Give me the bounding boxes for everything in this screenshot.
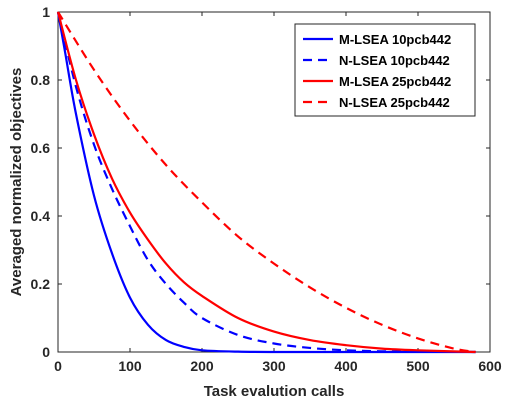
- y-tick-label: 0.4: [31, 208, 51, 224]
- series-layer: [56, 11, 476, 354]
- y-tick-label: 0.6: [31, 140, 51, 156]
- x-tick-label: 200: [190, 358, 214, 374]
- legend-label: M-LSEA 10pcb442: [339, 32, 451, 47]
- legend-label: N-LSEA 10pcb442: [339, 53, 450, 68]
- legend-label: M-LSEA 25pcb442: [339, 74, 451, 89]
- y-tick-label: 0.2: [31, 276, 51, 292]
- series-line-n-lsea-10pcb442: [56, 11, 476, 354]
- y-tick-label: 0: [42, 344, 50, 360]
- legend: M-LSEA 10pcb442 N-LSEA 10pcb442 M-LSEA 25p…: [294, 23, 476, 117]
- axis-ticks: 0 100 200 300 400 500 600 0 0.2 0.4 0.6 0.8 1: [31, 4, 502, 374]
- series-line-n-lsea-25pcb442: [57, 11, 476, 354]
- series-line-m-lsea-10pcb442: [56, 11, 476, 354]
- y-tick-label: 0.8: [31, 72, 51, 88]
- legend-label: N-LSEA 25pcb442: [339, 95, 450, 110]
- y-axis-label: Averaged normalized objectives: [8, 68, 25, 297]
- x-tick-label: 400: [334, 358, 358, 374]
- x-axis-label: Task evalution calls: [204, 383, 345, 400]
- x-tick-label: 300: [262, 358, 286, 374]
- series-line-m-lsea-25pcb442: [56, 11, 476, 354]
- x-tick-label: 0: [54, 358, 62, 374]
- y-tick-label: 1: [42, 4, 50, 20]
- x-tick-label: 100: [118, 358, 142, 374]
- x-tick-label: 600: [478, 358, 502, 374]
- x-tick-label: 500: [406, 358, 430, 374]
